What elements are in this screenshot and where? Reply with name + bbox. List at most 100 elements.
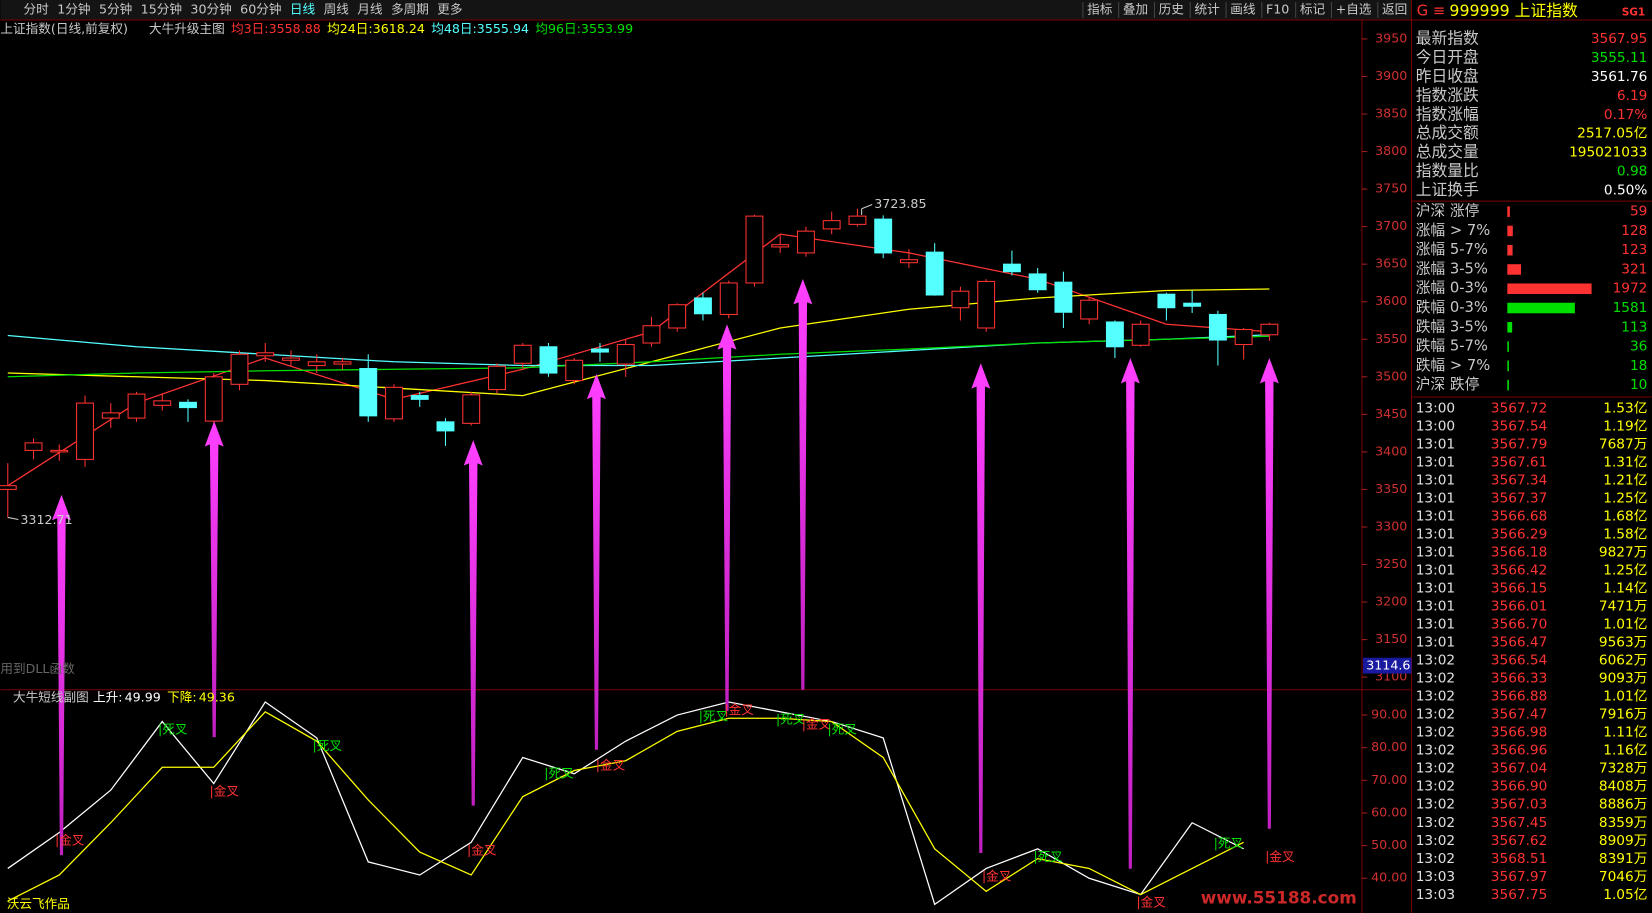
menu-item[interactable]: 多周期 (391, 2, 429, 17)
candle-body (1157, 293, 1176, 309)
candle-body (1054, 281, 1073, 313)
menu-bar (0, 0, 1412, 21)
menu-item[interactable]: 叠加 (1123, 2, 1148, 17)
candle-body (693, 297, 712, 315)
tick-price: 3567.61 (1491, 455, 1548, 471)
arrow (52, 494, 71, 856)
candle-body (101, 412, 120, 419)
field-label: 总成交额 (1416, 123, 1479, 142)
tick-price: 3566.18 (1491, 545, 1548, 561)
signal-label: 金叉 (59, 832, 85, 847)
tick-time: 13:00 (1416, 419, 1455, 435)
candle-body (179, 401, 197, 409)
tick-price: 3567.04 (1491, 761, 1548, 777)
signal-label: 死叉 (832, 721, 858, 736)
candle-body (462, 394, 481, 424)
menu-item[interactable]: 统计 (1194, 2, 1220, 17)
candle-body (745, 215, 764, 284)
breadth-value: 1581 (1613, 300, 1648, 316)
arrows (52, 279, 1279, 869)
candle-body (1002, 263, 1021, 273)
tick-volume: 1.58亿 (1603, 527, 1647, 543)
menu-item[interactable]: 历史 (1159, 2, 1185, 17)
menu-item[interactable]: 30分钟 (190, 2, 231, 17)
signal-label: 金叉 (806, 717, 832, 732)
menu-item[interactable]: 更多 (437, 2, 462, 17)
ma-label: 均96日: (535, 21, 581, 36)
tick-volume: 1.16亿 (1603, 743, 1647, 759)
candle-body (565, 359, 584, 382)
menu-item[interactable]: 标记 (1300, 2, 1326, 17)
tick-volume: 7916万 (1599, 707, 1647, 723)
y-tick-label: 70.00 (1371, 772, 1407, 787)
breadth-bar (1507, 360, 1509, 372)
tick-price: 3567.34 (1491, 473, 1548, 489)
menu-item[interactable]: 月线 (357, 2, 383, 17)
y-tick-label: 3950 (1375, 30, 1407, 45)
menu-item[interactable]: 60分钟 (240, 2, 281, 17)
breadth-value: 123 (1621, 242, 1647, 258)
tick-time: 13:01 (1416, 545, 1455, 561)
menu-item[interactable]: 返回 (1382, 2, 1407, 17)
quote-prefix: G ≡ (1417, 3, 1445, 20)
signal-label: 金叉 (986, 868, 1012, 883)
tick-price: 3567.37 (1491, 491, 1548, 507)
tick-price: 3566.96 (1491, 743, 1548, 759)
menu-item[interactable]: 画线 (1230, 2, 1256, 17)
tick-volume: 1.53亿 (1603, 401, 1647, 417)
high-pointer (861, 204, 873, 216)
y-tick-label: 3550 (1375, 331, 1407, 346)
candle-body (230, 353, 249, 385)
high-label: 3723.85 (874, 196, 926, 211)
tick-price: 3566.42 (1491, 563, 1548, 579)
tick-time: 13:01 (1416, 635, 1455, 651)
menu-item[interactable]: 15分钟 (141, 2, 182, 17)
candle-body (385, 386, 403, 420)
tick-time: 13:02 (1416, 707, 1455, 723)
candle-body (796, 230, 815, 254)
arrow (1259, 358, 1279, 829)
arrow (717, 324, 737, 711)
ma-line (7, 335, 1270, 378)
quote-tag: SG1 (1622, 7, 1646, 19)
menu-item[interactable]: 指标 (1087, 2, 1113, 17)
candle-body (1080, 299, 1099, 320)
field-label: 昨日收盘 (1416, 66, 1479, 85)
field-value: 195021033 (1569, 145, 1647, 161)
signal-label: 金叉 (1141, 894, 1167, 909)
candle-body (410, 395, 429, 400)
breadth-label: 涨幅 5-7% (1416, 241, 1488, 258)
breadth-value: 113 (1621, 319, 1647, 335)
candle-body (719, 282, 738, 316)
menu-item[interactable]: 5分钟 (99, 2, 132, 17)
tick-volume: 7328万 (1599, 761, 1647, 777)
breadth-bar (1507, 264, 1522, 275)
menu-item[interactable]: F10 (1266, 2, 1289, 17)
candle-body (76, 402, 94, 460)
y-tick-label: 3300 (1375, 518, 1407, 533)
y-tick-label: 3400 (1375, 443, 1407, 458)
candle-body (848, 215, 867, 225)
field-label: 指数涨跌 (1416, 85, 1479, 104)
signal-label: 金叉 (600, 757, 626, 772)
tick-time: 13:01 (1416, 563, 1455, 579)
field-label: 指数涨幅 (1416, 104, 1479, 123)
tick-time: 13:02 (1416, 725, 1455, 741)
menu-item[interactable]: 分时 (24, 2, 50, 17)
candle-body (771, 244, 790, 248)
breadth-label: 跌幅 3-5% (1416, 318, 1488, 335)
candle-body (333, 361, 352, 365)
cursor-price: 3114.6 (1366, 658, 1410, 673)
menu-item[interactable]: 周线 (324, 2, 350, 17)
tick-time: 13:03 (1416, 869, 1455, 885)
menu-item[interactable]: 1分钟 (57, 2, 90, 17)
y-tick-label: 3900 (1375, 68, 1407, 83)
candle-body (642, 325, 661, 344)
tick-volume: 8909万 (1599, 833, 1647, 849)
arrow (204, 421, 224, 738)
quote-code: 999999 上证指数 (1449, 1, 1578, 20)
tick-price: 3566.47 (1491, 635, 1548, 651)
menu-item[interactable]: 日线 (290, 2, 316, 17)
menu-item[interactable]: +自选 (1336, 2, 1372, 17)
